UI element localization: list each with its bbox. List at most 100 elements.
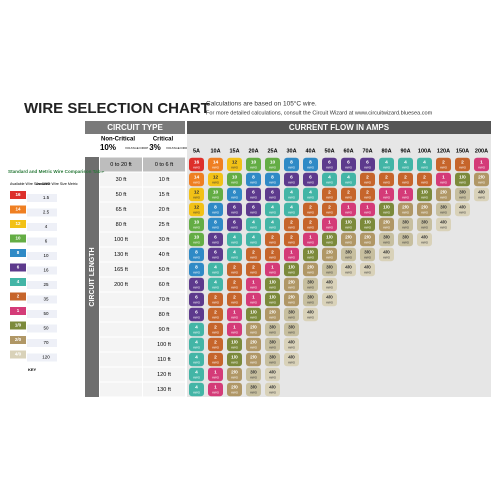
length-cell (143, 307, 185, 322)
metric-row (27, 339, 57, 347)
non-critical-length: 0 to 20 ft (110, 162, 132, 168)
gauge-cell (436, 187, 451, 202)
gauge-cell (360, 157, 375, 172)
gauge-cell (208, 382, 223, 397)
gauge-label: 4/0 (326, 294, 333, 300)
gauge-unit: AWG (459, 210, 467, 214)
gauge-unit: AWG (326, 225, 334, 229)
gauge-unit: AWG (326, 210, 334, 214)
gauge-cell (417, 172, 432, 187)
gauge-cell (208, 172, 223, 187)
gauge-unit: AWG (269, 300, 277, 304)
gauge-label: 1 (480, 159, 483, 165)
gauge-cell (189, 277, 204, 292)
gauge-label: 4 (233, 249, 236, 255)
gauge-unit: AWG (212, 285, 220, 289)
gauge-label: 2 (214, 324, 217, 330)
length-cell (143, 232, 185, 247)
gauge-label: 4 (252, 219, 255, 225)
gauge-label: 1 (385, 189, 388, 195)
gauge-label: 6 (271, 189, 274, 195)
metric-size: 4 (45, 224, 48, 229)
length-cell (143, 352, 185, 367)
gauge-unit: AWG (250, 375, 258, 379)
length-cell (100, 277, 142, 292)
critical-length: 20 ft (159, 207, 170, 213)
gauge-cell (303, 307, 318, 322)
gauge-unit: AWG (288, 195, 296, 199)
gauge-unit: AWG (231, 270, 239, 274)
gauge-label: 2 (214, 294, 217, 300)
critical-length: 15 ft (159, 192, 170, 198)
gauge-cell (265, 277, 280, 292)
gauge-label: 4 (271, 204, 274, 210)
gauge-cell (398, 217, 413, 232)
gauge-unit: AWG (307, 210, 315, 214)
gauge-cell (189, 172, 204, 187)
gauge-unit: AWG (212, 165, 220, 169)
gauge-cell (246, 232, 261, 247)
gauge-cell (360, 232, 375, 247)
gauge-label: 4 (271, 219, 274, 225)
gauge-label: 3/0 (288, 309, 295, 315)
gauge-cell (341, 172, 356, 187)
gauge-label: 4 (328, 174, 331, 180)
gauge-label: 12 (213, 174, 219, 180)
gauge-unit: AWG (193, 345, 201, 349)
awg-size: 1 (17, 308, 20, 313)
gauge-cell (227, 382, 242, 397)
gauge-label: 2 (309, 219, 312, 225)
gauge-unit: AWG (250, 225, 258, 229)
gauge-unit: AWG (193, 375, 201, 379)
critical-length: 120 ft (157, 372, 171, 378)
gauge-label: 4/0 (383, 249, 390, 255)
gauge-cell (284, 232, 299, 247)
gauge-label: 2 (252, 249, 255, 255)
column-label: 100A (418, 148, 431, 154)
length-cell (143, 337, 185, 352)
gauge-cell (379, 202, 394, 217)
gauge-cell (455, 157, 470, 172)
gauge-label: 3/0 (421, 219, 428, 225)
gauge-unit: AWG (193, 270, 201, 274)
gauge-label: 2/0 (478, 174, 485, 180)
current-heading: CURRENT FLOW IN AMPS (289, 123, 390, 132)
metric-row (27, 353, 57, 362)
gauge-label: 2/0 (345, 234, 352, 240)
gauge-cell (227, 352, 242, 367)
non-critical-length: 100 ft (114, 237, 128, 243)
awg-size: 4 (17, 279, 20, 284)
awg-swatch (10, 307, 26, 315)
gauge-unit: AWG (440, 180, 448, 184)
gauge-label: 6 (214, 249, 217, 255)
awg-size: 2/0 (15, 337, 22, 342)
gauge-unit: AWG (402, 240, 410, 244)
gauge-label: 6 (195, 294, 198, 300)
gauge-unit: AWG (288, 165, 296, 169)
gauge-label: 2 (385, 174, 388, 180)
gauge-cell (379, 172, 394, 187)
gauge-cell (284, 262, 299, 277)
awg-swatch (10, 220, 26, 228)
gauge-unit: AWG (231, 225, 239, 229)
length-cell (143, 322, 185, 337)
gauge-cell (265, 322, 280, 337)
gauge-unit: AWG (440, 210, 448, 214)
gauge-label: 2/0 (440, 189, 447, 195)
gauge-unit: AWG (212, 390, 220, 394)
gauge-cell (417, 217, 432, 232)
gauge-unit: AWG (288, 240, 296, 244)
awg-swatch (10, 321, 26, 330)
gauge-label: 2 (366, 174, 369, 180)
gauge-unit: AWG (269, 255, 277, 259)
gauge-cell (474, 172, 489, 187)
gauge-cell (398, 202, 413, 217)
gauge-cell (322, 202, 337, 217)
gauge-unit: AWG (421, 165, 429, 169)
gauge-label: 8 (214, 204, 217, 210)
gauge-unit: AWG (269, 210, 277, 214)
gauge-cell (189, 187, 204, 202)
gauge-unit: AWG (269, 315, 277, 319)
gauge-unit: AWG (250, 315, 258, 319)
gauge-cell (303, 292, 318, 307)
